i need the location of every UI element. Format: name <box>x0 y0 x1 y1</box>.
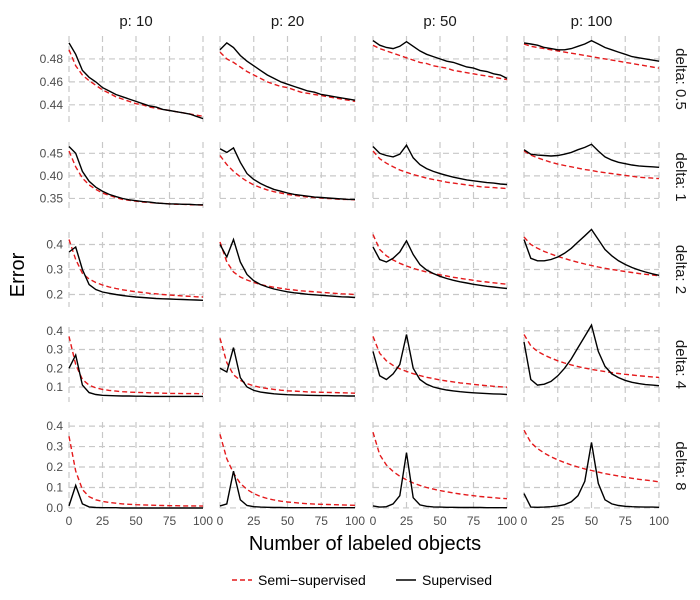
supervised-line <box>523 442 660 509</box>
supervised-line <box>372 239 508 290</box>
supervised-line <box>219 146 355 201</box>
supervised-line <box>68 353 203 398</box>
y-axis-title: Error <box>7 252 29 297</box>
supervised-line <box>68 483 203 509</box>
legend-label-sup: Supervised <box>422 572 492 588</box>
semi-supervised-line <box>523 43 660 69</box>
y-tick-label: 0.3 <box>46 440 63 454</box>
semi-supervised-line <box>523 236 660 277</box>
y-tick-label: 0.45 <box>40 146 64 160</box>
series-layer <box>68 39 660 509</box>
row-facet-label: delta: 4 <box>672 340 689 389</box>
x-tick-label: 100 <box>345 514 365 528</box>
y-tick-label: 0.3 <box>46 263 63 277</box>
semi-supervised-line <box>219 51 356 103</box>
semi-supervised-line <box>372 150 508 190</box>
x-tick-label: 75 <box>163 514 177 528</box>
y-tick-label: 0.0 <box>46 501 63 515</box>
y-tick-label: 0.2 <box>46 288 63 302</box>
semi-supervised-line <box>68 336 204 395</box>
supervised-line <box>219 237 356 299</box>
semi-supervised-line <box>372 234 508 285</box>
supervised-line <box>372 334 508 396</box>
x-tick-label: 75 <box>315 514 329 528</box>
x-tick-label: 0 <box>370 514 377 528</box>
semi-supervised-line <box>523 334 660 379</box>
supervised-line <box>523 39 660 62</box>
x-tick-label: 50 <box>433 514 447 528</box>
y-tick-label: 0.2 <box>46 361 63 375</box>
semi-supervised-line <box>219 155 356 201</box>
column-facet-label: p: 100 <box>571 13 613 30</box>
y-tick-label: 0.3 <box>46 343 63 357</box>
x-tick-label: 50 <box>585 514 599 528</box>
y-tick-label: 0.2 <box>46 460 63 474</box>
semi-supervised-line <box>68 436 204 507</box>
y-tick-label: 0.4 <box>46 419 63 433</box>
y-tick-label: 0.44 <box>40 98 64 112</box>
x-tick-label: 0 <box>217 514 224 528</box>
x-tick-label: 0 <box>521 514 528 528</box>
y-tick-label: 0.46 <box>40 75 64 89</box>
row-facet-label: delta: 0.5 <box>672 48 689 110</box>
semi-supervised-line <box>372 432 508 500</box>
supervised-line <box>372 452 507 509</box>
row-facet-label: delta: 8 <box>672 441 689 490</box>
y-tick-label: 0.1 <box>46 380 63 394</box>
x-axis-title: Number of labeled objects <box>249 533 481 555</box>
x-tick-label: 25 <box>400 514 414 528</box>
x-tick-label: 50 <box>281 514 295 528</box>
y-tick-label: 0.40 <box>40 169 64 183</box>
supervised-line <box>372 40 508 80</box>
supervised-line <box>68 146 203 206</box>
supervised-line <box>372 143 508 186</box>
column-facet-label: p: 10 <box>119 13 152 30</box>
x-tick-label: 0 <box>66 514 73 528</box>
y-tick-label: 0.48 <box>40 52 64 66</box>
row-facet-label: delta: 2 <box>672 245 689 294</box>
x-tick-label: 100 <box>649 514 669 528</box>
y-tick-label: 0.35 <box>40 191 64 205</box>
semi-supervised-line <box>219 434 356 506</box>
supervised-line <box>219 470 355 509</box>
x-tick-label: 100 <box>497 514 517 528</box>
semi-supervised-line <box>68 239 204 298</box>
x-tick-label: 25 <box>96 514 110 528</box>
row-facet-label: delta: 1 <box>672 152 689 201</box>
semi-supervised-line <box>523 429 660 483</box>
legend: Semi−supervised Supervised <box>232 572 492 588</box>
y-tick-label: 0.4 <box>46 238 63 252</box>
supervised-line <box>219 347 355 397</box>
supervised-line <box>68 42 204 120</box>
x-tick-label: 100 <box>193 514 213 528</box>
supervised-line <box>523 323 660 387</box>
semi-supervised-line <box>219 338 356 394</box>
x-tick-label: 25 <box>551 514 565 528</box>
semi-supervised-line <box>219 241 356 296</box>
y-tick-label: 0.4 <box>46 324 63 338</box>
x-tick-label: 50 <box>129 514 143 528</box>
x-tick-label: 75 <box>619 514 633 528</box>
x-tick-label: 75 <box>467 514 481 528</box>
x-tick-label: 25 <box>247 514 261 528</box>
semi-supervised-line <box>68 49 204 117</box>
y-tick-label: 0.1 <box>46 480 63 494</box>
semi-supervised-line <box>372 336 508 388</box>
text-layer: 0.440.460.48 delta: 0.50.350.400.45 delta:… <box>40 13 689 528</box>
supervised-line <box>68 245 204 301</box>
semi-supervised-line <box>372 44 508 81</box>
legend-label-semi: Semi−supervised <box>258 572 366 588</box>
semi-supervised-line <box>523 150 660 180</box>
supervised-line <box>523 228 660 276</box>
supervised-line <box>219 41 356 101</box>
supervised-line <box>523 143 660 168</box>
column-facet-label: p: 20 <box>271 13 304 30</box>
column-facet-label: p: 50 <box>423 13 456 30</box>
